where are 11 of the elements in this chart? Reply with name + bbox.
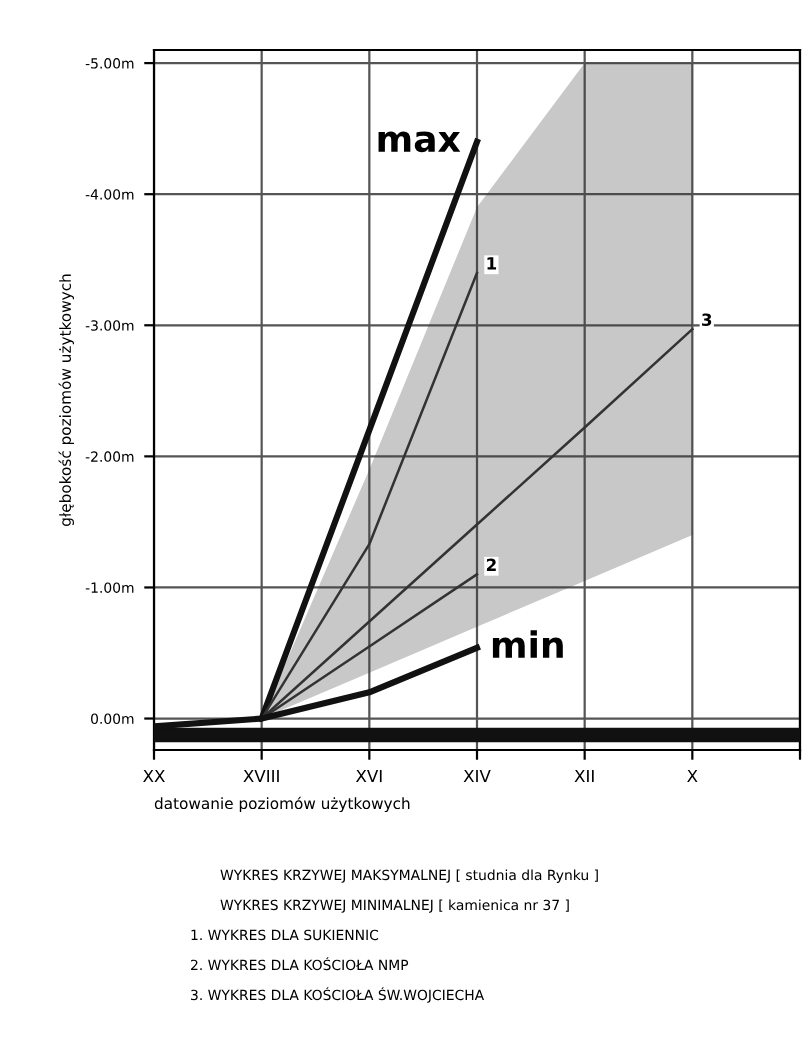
series-label: 3 <box>702 313 712 326</box>
series-label: 1 <box>487 257 497 270</box>
x-tick-label: X <box>687 769 698 783</box>
x-tick-label: XVIII <box>243 769 279 783</box>
x-tick-label: XIV <box>463 769 491 783</box>
series-label: 2 <box>486 558 496 571</box>
series-label: max <box>378 131 461 153</box>
x-tick-label: XVI <box>355 769 382 783</box>
series-label: min <box>492 630 563 658</box>
x-tick-label: XX <box>143 769 165 783</box>
x-tick-label: XII <box>574 769 594 783</box>
